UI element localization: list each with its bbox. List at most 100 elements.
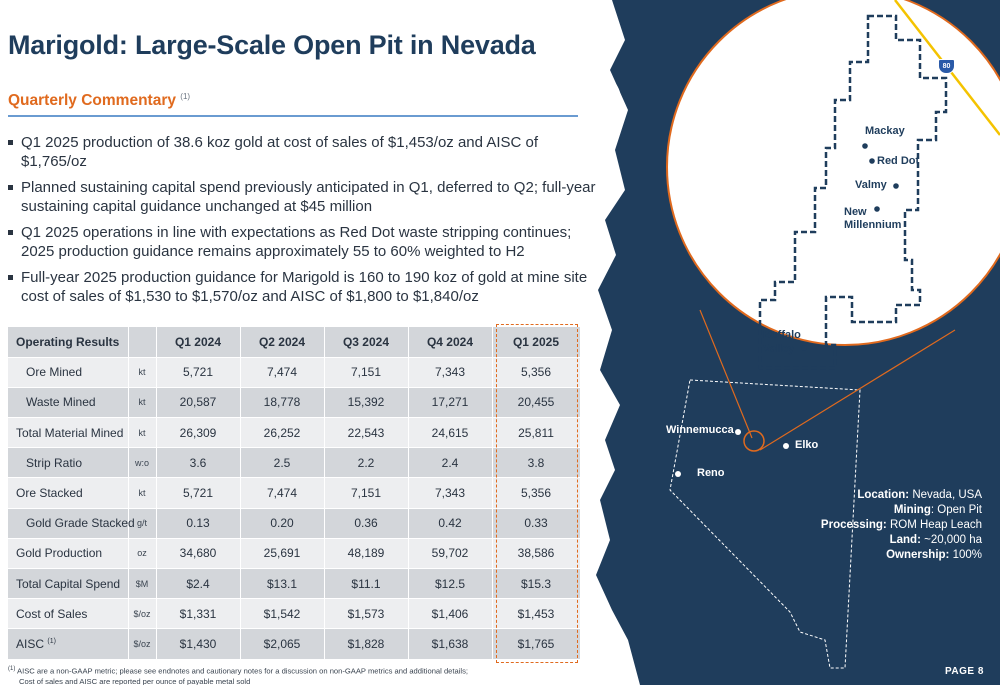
commentary-bullets: Q1 2025 production of 38.6 koz gold at c…: [8, 133, 608, 313]
header-q2-2024: Q2 2024: [240, 327, 325, 358]
row-value: $15.3: [492, 568, 581, 600]
row-value: 2.5: [240, 447, 325, 479]
zoom-circle: [666, 0, 1000, 346]
row-value: 7,343: [408, 477, 493, 509]
row-value: 15,392: [324, 387, 409, 419]
info-land: Land: ~20,000 ha: [889, 534, 982, 546]
red-dot-dot: [869, 158, 875, 164]
bullet-item: Q1 2025 production of 38.6 koz gold at c…: [8, 133, 608, 171]
row-value: 25,811: [492, 417, 581, 449]
new-millennium-dot: [874, 206, 880, 212]
mine-label-valley: Valley: [763, 343, 795, 355]
header-q1-2025: Q1 2025: [492, 327, 581, 358]
row-value: 34,680: [156, 538, 241, 570]
callout-line: [699, 309, 753, 439]
row-unit: w:o: [128, 447, 157, 479]
row-unit: $M: [128, 568, 157, 600]
winnemucca-dot: [735, 429, 741, 435]
table-row: Total Capital Spend $M $2.4 $13.1 $11.1 $12.5…: [8, 568, 581, 600]
row-value: $1,430: [156, 628, 241, 660]
inlet-water-2: [605, 75, 621, 112]
row-value: 48,189: [324, 538, 409, 570]
table-header-row: Operating Results Q1 2024 Q2 2024 Q3 202…: [8, 327, 581, 358]
row-value: 38,586: [492, 538, 581, 570]
mine-label-red-dot: Red Dot: [877, 155, 920, 167]
footnote: (1) AISC are a non-GAAP metric; please s…: [8, 666, 469, 685]
row-value: 5,356: [492, 477, 581, 509]
row-value: 2.2: [324, 447, 409, 479]
table-row: Cost of Sales $/oz $1,331 $1,542 $1,573 $1,40…: [8, 598, 581, 630]
row-value: $2.4: [156, 568, 241, 600]
row-value: $1,638: [408, 628, 493, 660]
row-metric: Total Material Mined: [8, 417, 129, 449]
info-mining: Mining: Open Pit: [893, 504, 982, 516]
property-info: Location: Nevada, USA Mining: Open Pit P…: [821, 488, 982, 563]
row-value: 17,271: [408, 387, 493, 419]
interstate-80-shield: 80: [938, 59, 955, 74]
bullet-item: Q1 2025 operations in line with expectat…: [8, 223, 608, 261]
row-value: $1,406: [408, 598, 493, 630]
mine-locator-circle: [743, 430, 765, 452]
info-processing: Processing: ROM Heap Leach: [820, 519, 982, 531]
row-value: 5,721: [156, 477, 241, 509]
row-value: $11.1: [324, 568, 409, 600]
row-metric: Gold Production: [8, 538, 129, 570]
row-metric: Total Capital Spend: [8, 568, 129, 600]
row-value: $12.5: [408, 568, 493, 600]
row-unit: $/oz: [128, 598, 157, 630]
row-unit: oz: [128, 538, 157, 570]
table-row: AISC (1) $/oz $1,430 $2,065 $1,828 $1,638 $1,7…: [8, 628, 581, 660]
row-value: 7,474: [240, 357, 325, 388]
row-value: 0.42: [408, 508, 493, 539]
city-label-elko: Elko: [795, 439, 819, 451]
row-value: 20,587: [156, 387, 241, 419]
row-metric: AISC (1): [8, 628, 129, 660]
row-unit: g/t: [128, 508, 157, 539]
table-row: Gold Grade Stacked g/t 0.13 0.20 0.36 0.42 0.3…: [8, 508, 581, 539]
table-row: Waste Mined kt 20,587 18,778 15,392 17,271 20,…: [8, 387, 581, 419]
mine-label-mackay: Mackay: [865, 125, 905, 137]
info-location: Location: Nevada, USA: [857, 489, 982, 501]
heading-underline: [8, 115, 578, 117]
info-ownership: Ownership: 100%: [886, 549, 982, 561]
row-value: 0.20: [240, 508, 325, 539]
operating-results-table: Operating Results Q1 2024 Q2 2024 Q3 202…: [8, 327, 581, 660]
city-label-winnemucca: Winnemucca: [666, 424, 734, 436]
row-value: 3.6: [156, 447, 241, 479]
table-row: Ore Stacked kt 5,721 7,474 7,151 7,343 5,356: [8, 477, 581, 509]
bullet-item: Full-year 2025 production guidance for M…: [8, 268, 608, 306]
buffalo-valley-dot: [801, 345, 807, 351]
row-value: 3.8: [492, 447, 581, 479]
row-metric: Ore Mined: [8, 357, 129, 388]
mine-label-millennium: Millennium: [844, 219, 902, 231]
row-metric: Waste Mined: [8, 387, 129, 419]
row-value: $1,453: [492, 598, 581, 630]
row-unit: kt: [128, 387, 157, 419]
header-metric: Operating Results: [8, 327, 129, 358]
row-value: 0.13: [156, 508, 241, 539]
row-value: 22,543: [324, 417, 409, 449]
row-value: 0.36: [324, 508, 409, 539]
reno-dot: [675, 471, 681, 477]
row-value: 59,702: [408, 538, 493, 570]
table-row: Total Material Mined kt 26,309 26,252 22,543…: [8, 417, 581, 449]
row-value: 18,778: [240, 387, 325, 419]
city-label-reno: Reno: [697, 467, 725, 479]
header-unit: [128, 327, 157, 358]
row-unit: kt: [128, 477, 157, 509]
mackay-dot: [862, 143, 868, 149]
page-number: PAGE 8: [945, 666, 984, 677]
row-value: $1,828: [324, 628, 409, 660]
mine-label-buffalo: Buffalo: [763, 329, 801, 341]
nevada-outline: [669, 379, 861, 669]
row-value: $1,765: [492, 628, 581, 660]
row-value: $1,542: [240, 598, 325, 630]
row-value: 26,309: [156, 417, 241, 449]
header-q4-2024: Q4 2024: [408, 327, 493, 358]
page-title: Marigold: Large-Scale Open Pit in Nevada: [8, 30, 536, 60]
row-unit: kt: [128, 357, 157, 388]
mine-label-new: New: [844, 206, 867, 218]
bullet-item: Planned sustaining capital spend previou…: [8, 178, 608, 216]
row-value: 5,356: [492, 357, 581, 388]
